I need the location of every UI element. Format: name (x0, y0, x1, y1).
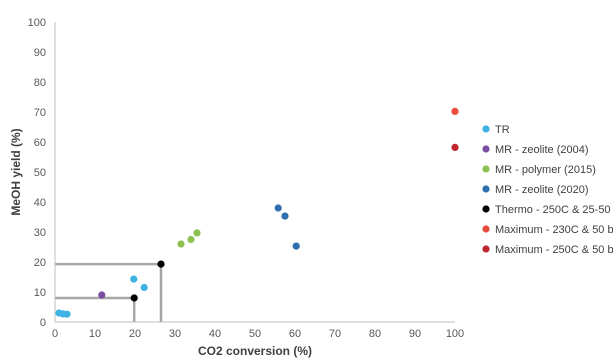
y-tick-label: 50 (34, 167, 46, 179)
x-tick-label: 100 (446, 328, 464, 340)
y-tick-label: 0 (40, 317, 46, 329)
x-tick-label: 50 (249, 328, 261, 340)
legend-marker (482, 125, 490, 133)
legend-label: TR (495, 124, 510, 136)
legend-marker (482, 145, 490, 153)
legend-label: Thermo - 250C & 25-50 bar (495, 204, 613, 216)
data-point (157, 260, 165, 268)
x-tick-label: 0 (52, 328, 58, 340)
x-tick-label: 90 (409, 328, 421, 340)
reference-line-1 (55, 296, 136, 322)
data-points (55, 107, 459, 318)
data-point (292, 242, 300, 250)
x-tick-label: 60 (289, 328, 301, 340)
legend-label: MR - zeolite (2020) (495, 184, 589, 196)
x-axis-title: CO2 conversion (%) (198, 344, 312, 358)
x-tick-label: 30 (169, 328, 181, 340)
data-point (130, 294, 138, 302)
reference-line-2 (55, 262, 163, 322)
legend: TR MR - zeolite (2004) MR - polymer (2015)… (482, 124, 613, 256)
y-tick-labels: 0 10 20 30 40 50 60 70 80 90 100 (28, 17, 46, 329)
reference-lines (55, 262, 163, 322)
data-point (140, 283, 148, 292)
y-tick-label: 30 (34, 227, 46, 239)
y-axis-title: MeOH yield (%) (9, 128, 23, 215)
y-tick-label: 60 (34, 137, 46, 149)
data-point (281, 212, 289, 220)
y-tick-label: 70 (34, 107, 46, 119)
y-tick-label: 100 (28, 17, 46, 29)
x-tick-label: 40 (209, 328, 221, 340)
data-point (193, 229, 201, 237)
axes (54, 22, 455, 323)
legend-label: Maximum - 230C & 50 bar (495, 224, 613, 236)
x-tick-label: 20 (129, 328, 141, 340)
data-point (451, 143, 459, 151)
x-tick-label: 80 (369, 328, 381, 340)
data-point (130, 275, 138, 283)
x-tick-label: 10 (89, 328, 101, 340)
x-tick-labels: 0 10 20 30 40 50 60 70 80 90 100 (52, 328, 464, 340)
data-point (63, 310, 71, 318)
legend-marker (482, 185, 490, 193)
data-point (451, 107, 459, 115)
data-point (274, 204, 282, 212)
legend-marker (482, 225, 490, 233)
y-tick-label: 90 (34, 47, 46, 59)
legend-marker (482, 205, 490, 213)
data-point (187, 235, 195, 244)
legend-label: Maximum - 250C & 50 bar (495, 244, 613, 256)
y-tick-label: 80 (34, 77, 46, 89)
legend-label: MR - zeolite (2004) (495, 144, 589, 156)
legend-marker (482, 165, 490, 173)
data-point (98, 291, 106, 299)
y-tick-label: 20 (34, 257, 46, 269)
y-tick-label: 10 (34, 287, 46, 299)
x-tick-label: 70 (329, 328, 341, 340)
data-point (177, 240, 185, 248)
y-tick-label: 40 (34, 197, 46, 209)
legend-marker (482, 245, 490, 253)
legend-label: MR - polymer (2015) (495, 164, 596, 176)
